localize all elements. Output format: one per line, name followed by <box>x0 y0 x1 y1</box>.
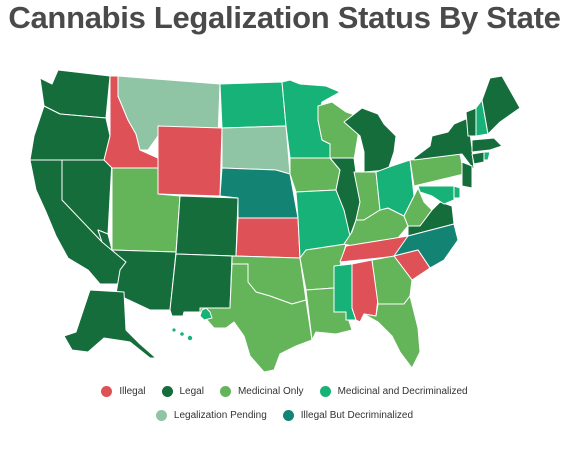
state-de <box>453 185 461 199</box>
legend-swatch-medicinal <box>219 386 231 397</box>
state-ks <box>235 217 301 259</box>
legend-label-medicinal: Medicinal Only <box>237 386 304 397</box>
state-hi-island-3 <box>187 335 193 341</box>
state-co <box>175 195 239 257</box>
legend-item-illegal-decrim: Illegal But Decriminalized <box>282 410 414 421</box>
legend-swatch-illegal <box>101 386 113 397</box>
legend-item-medicinal: Medicinal Only <box>219 386 304 397</box>
legend-label-legal: Legal <box>179 386 204 397</box>
us-map <box>29 69 521 373</box>
legend-swatch-medicinal-decrim <box>319 386 331 397</box>
legend-swatch-legal <box>161 386 173 397</box>
state-nd <box>219 81 287 129</box>
legend-item-medicinal-decrim: Medicinal and Decriminalized <box>319 386 468 397</box>
legend-item-legal: Legal <box>161 386 204 397</box>
legend-row-2: Legalization Pending Illegal But Decrimi… <box>0 410 569 421</box>
legend-item-pending: Legalization Pending <box>155 410 267 421</box>
legend-label-pending: Legalization Pending <box>173 410 267 421</box>
state-az <box>97 229 177 311</box>
legend-label-illegal: Illegal <box>119 386 146 397</box>
state-ct <box>471 151 485 165</box>
legend-row-1: Illegal Legal Medicinal Only Medicinal a… <box>0 386 569 397</box>
state-fl <box>363 295 421 369</box>
state-wy <box>157 125 223 197</box>
state-hi-island-1 <box>172 328 176 332</box>
state-nm <box>169 253 233 317</box>
state-vt <box>465 107 477 137</box>
state-hi <box>199 307 213 321</box>
legend-label-medicinal-decrim: Medicinal and Decriminalized <box>337 386 468 397</box>
state-ri <box>483 151 491 161</box>
state-ak <box>63 289 157 359</box>
legend-item-illegal: Illegal <box>101 386 146 397</box>
state-me <box>481 75 521 135</box>
state-ia <box>289 157 341 193</box>
state-ma <box>471 137 503 153</box>
state-md <box>417 185 455 205</box>
legend-swatch-illegal-decrim <box>282 410 294 421</box>
state-hi-island-2 <box>180 332 184 336</box>
state-nj <box>461 161 473 189</box>
legend-swatch-pending <box>155 410 167 421</box>
state-sd <box>221 125 291 175</box>
legend-label-illegal-decrim: Illegal But Decriminalized <box>300 410 414 421</box>
page-title: Cannabis Legalization Status By State <box>8 0 561 35</box>
